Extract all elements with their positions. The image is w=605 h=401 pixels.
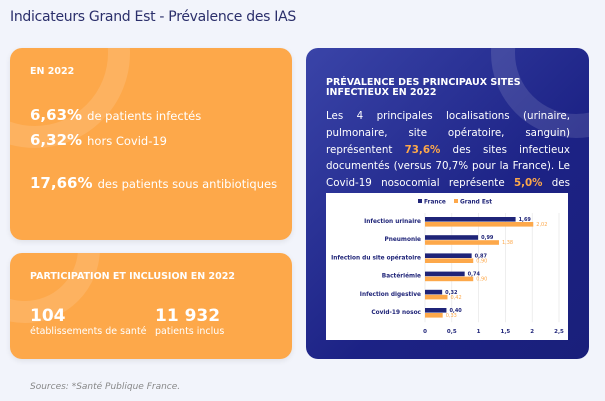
legend-label: Grand Est <box>460 200 492 206</box>
card-heading: PRÉVALENCE DES PRINCIPAUX SITES INFECTIE… <box>326 77 521 98</box>
data-label: 0,90 <box>476 258 487 264</box>
x-tick-label: 0 <box>423 329 427 335</box>
data-label: 0,74 <box>468 272 481 278</box>
category-label: Infection urinaire <box>364 219 421 225</box>
category-label: Pneumonie <box>384 237 421 243</box>
text: Les 4 principales localisations (urinair… <box>326 110 570 156</box>
x-tick-label: 1 <box>477 329 481 335</box>
bar-france <box>425 308 447 313</box>
data-label: 0,87 <box>475 253 488 259</box>
highlight: 5,0% <box>513 177 543 190</box>
sources-note: Sources: *Santé Publique France. <box>30 382 181 392</box>
data-label: 1,69 <box>519 217 532 223</box>
stat-label: des patients sous antibiotiques <box>97 177 278 191</box>
x-tick-label: 0,5 <box>447 329 457 335</box>
stat-label: patients inclus <box>155 326 225 337</box>
stat-label: de patients infectés <box>87 109 202 123</box>
bar-grand-est <box>425 222 534 227</box>
stat-value: 17,66% <box>30 174 93 192</box>
x-tick-label: 2,5 <box>554 329 564 335</box>
legend-swatch <box>418 199 422 203</box>
category-label: Bactériémie <box>382 273 421 280</box>
text: des sites infectieux documentés (versus … <box>326 143 570 190</box>
legend-label: France <box>424 200 446 206</box>
card-sites-infectieux: PRÉVALENCE DES PRINCIPAUX SITES INFECTIE… <box>306 48 589 359</box>
data-label: 0,40 <box>449 308 462 314</box>
category-label: Infection digestive <box>360 292 421 298</box>
data-label: 2,02 <box>536 222 547 228</box>
stat-value: 11 932 <box>155 306 221 326</box>
card-heading: PARTICIPATION ET INCLUSION EN 2022 <box>30 271 235 282</box>
bar-grand-est <box>425 294 448 300</box>
page-title: Indicateurs Grand Est - Prévalence des I… <box>10 9 297 25</box>
bar-france <box>425 289 443 295</box>
data-label: 1,38 <box>502 240 513 246</box>
bar-france <box>425 253 472 258</box>
data-label: 0,33 <box>446 313 457 319</box>
stat-label: établissements de santé <box>30 326 147 337</box>
data-label: 0,90 <box>476 277 487 283</box>
bar-grand-est <box>425 276 474 282</box>
category-label: Infection du site opératoire <box>331 254 421 261</box>
stat-label: hors Covid-19 <box>87 134 167 148</box>
legend-swatch <box>454 199 458 203</box>
data-label: 0,99 <box>481 235 494 241</box>
card-heading: EN 2022 <box>30 66 75 77</box>
data-label: 0,42 <box>451 295 462 301</box>
bar-france <box>425 217 516 222</box>
bar-grand-est <box>425 240 499 245</box>
category-label: Covid-19 nosoc <box>371 310 421 316</box>
x-tick-label: 2 <box>530 329 534 335</box>
bar-grand-est <box>425 258 474 263</box>
stat-value: 6,63% <box>30 106 83 124</box>
x-tick-label: 1,5 <box>501 329 511 335</box>
highlight: 73,6% <box>404 143 441 156</box>
data-label: 0,32 <box>445 290 458 296</box>
bar-france <box>425 235 479 240</box>
card-participation: PARTICIPATION ET INCLUSION EN 2022 104 é… <box>10 253 292 359</box>
card-prevalence-2022: EN 2022 6,63% de patients infectés 6,32%… <box>10 48 292 240</box>
chart-box: 0 0,5 1 1,5 2 2,5 France Grand Est Infection uri… <box>326 193 568 340</box>
stat-value: 104 <box>30 306 66 326</box>
bar-chart: 0 0,5 1 1,5 2 2,5 France Grand Est Infection uri… <box>331 199 564 335</box>
bar-france <box>425 271 465 277</box>
bar-grand-est <box>425 313 443 318</box>
stat-value: 6,32% <box>30 131 83 149</box>
